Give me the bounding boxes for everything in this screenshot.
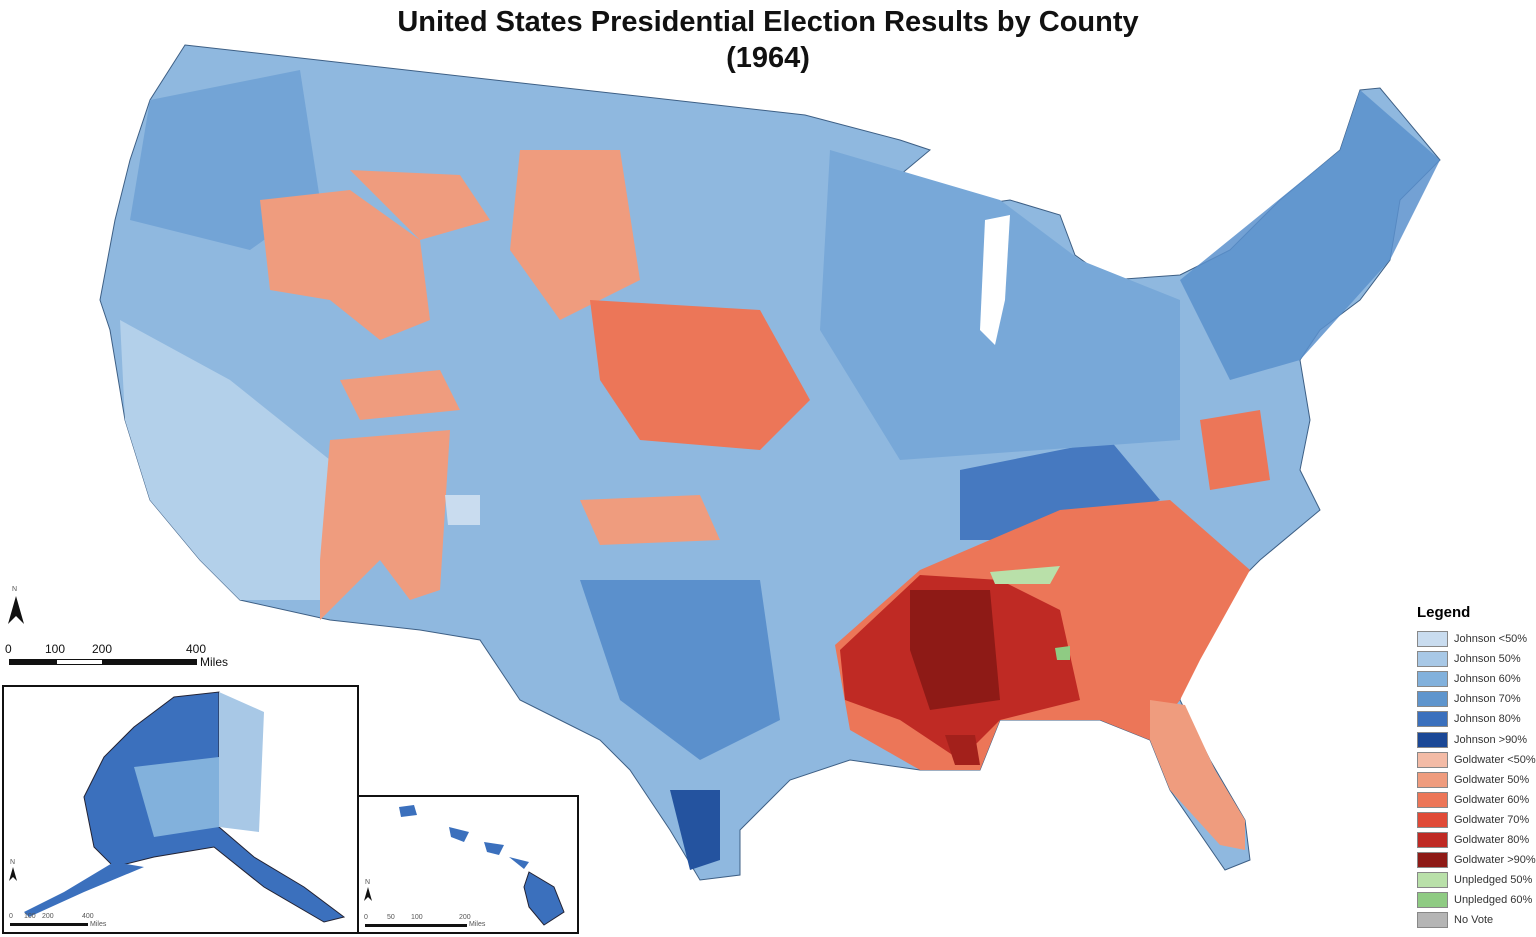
goldwater-region-arizona — [320, 430, 450, 620]
legend-item: Johnson 60% — [1412, 669, 1536, 689]
johnson-70-region-texas — [580, 580, 780, 760]
legend-label: Unpledged 50% — [1454, 874, 1533, 887]
alaska-map — [24, 691, 346, 923]
legend-item: Unpledged 60% — [1412, 890, 1536, 910]
legend: Legend Johnson <50% Johnson 50% Johnson 60… — [1412, 604, 1536, 930]
north-arrow-icon — [8, 596, 24, 624]
legend-label: Goldwater 70% — [1454, 813, 1530, 826]
legend-swatch — [1417, 691, 1448, 708]
johnson-50-region-colorado-county — [445, 495, 480, 525]
goldwater-90-region-mississippi — [910, 590, 1000, 710]
legend-item: Johnson 80% — [1412, 709, 1536, 729]
goldwater-region-montana — [350, 170, 490, 240]
scale-tick-200: 200 — [92, 642, 113, 656]
alaska-inset: N 0 100 200 400 Miles — [2, 685, 359, 934]
goldwater-region-florida — [1150, 700, 1245, 850]
legend-swatch — [1417, 671, 1448, 688]
alaska-north-label: N — [10, 859, 16, 866]
legend-item: Goldwater 60% — [1412, 790, 1536, 810]
legend-item: Johnson 50% — [1412, 649, 1536, 669]
legend-label: Goldwater 80% — [1454, 833, 1530, 846]
johnson-50-region-west — [120, 320, 330, 600]
legend-label: Unpledged 60% — [1454, 894, 1533, 907]
hawaii-scale-100: 100 — [411, 914, 423, 921]
goldwater-region-oklahoma — [580, 495, 720, 545]
hawaii-inset: N 0 50 100 200 Miles — [357, 795, 579, 934]
legend-title: Legend — [1417, 604, 1471, 621]
legend-swatch — [1417, 651, 1448, 668]
legend-item: Unpledged 50% — [1412, 870, 1536, 890]
legend-label: Johnson <50% — [1454, 633, 1528, 646]
legend-label: Johnson 50% — [1454, 653, 1521, 666]
alaska-scale-400: 400 — [82, 913, 94, 920]
johnson-70-region-northeast — [1180, 90, 1440, 380]
johnson-90-region-south-texas — [670, 790, 720, 870]
hawaii-scale-50: 50 — [387, 914, 395, 921]
scale-tick-400: 400 — [186, 642, 207, 656]
legend-swatch — [1417, 791, 1448, 808]
legend-swatch — [1417, 912, 1448, 929]
legend-swatch — [1417, 831, 1448, 848]
hawaii-north-arrow-icon — [364, 887, 372, 901]
scale-tick-0: 0 — [5, 642, 12, 656]
legend-swatch — [1417, 751, 1448, 768]
legend-swatch — [1417, 731, 1448, 748]
legend-item: Goldwater 50% — [1412, 770, 1536, 790]
alaska-scale-bar — [10, 923, 88, 926]
goldwater-region-utah-south — [340, 370, 460, 420]
goldwater-region-idaho-utah — [260, 190, 430, 340]
alaska-scale-200: 200 — [42, 913, 54, 920]
alaska-scale-unit: Miles — [90, 921, 107, 928]
legend-label: Goldwater >90% — [1454, 854, 1536, 867]
legend-swatch — [1417, 852, 1448, 869]
legend-swatch — [1417, 771, 1448, 788]
hawaii-map — [399, 805, 565, 926]
alaska-scale-0: 0 — [9, 913, 13, 920]
hawaii-north-label: N — [365, 879, 371, 886]
alaska-scale-100: 100 — [24, 913, 36, 920]
map-subtitle: (1964) — [726, 42, 810, 74]
legend-swatch — [1417, 631, 1448, 648]
hawaii-scale-unit: Miles — [469, 921, 486, 928]
legend-label: Johnson >90% — [1454, 733, 1528, 746]
legend-swatch — [1417, 811, 1448, 828]
legend-item: Goldwater 80% — [1412, 830, 1536, 850]
hawaii-scale-0: 0 — [364, 914, 368, 921]
goldwater-region-nebraska-kansas — [590, 300, 810, 450]
legend-swatch — [1417, 892, 1448, 909]
legend-item: Goldwater <50% — [1412, 750, 1536, 770]
legend-label: Johnson 80% — [1454, 713, 1521, 726]
legend-label: No Vote — [1454, 914, 1494, 927]
hawaii-scale-200: 200 — [459, 914, 471, 921]
legend-label: Johnson 70% — [1454, 693, 1521, 706]
goldwater-region-virginia — [1200, 410, 1270, 490]
legend-label: Johnson 60% — [1454, 673, 1521, 686]
scale-bar — [9, 659, 197, 665]
unpledged-region-alabama — [990, 566, 1060, 584]
legend-item: Goldwater >90% — [1412, 850, 1536, 870]
scale-tick-100: 100 — [45, 642, 66, 656]
lake-michigan — [980, 215, 1010, 345]
hawaii-scale-bar — [365, 924, 467, 927]
goldwater-region-wyoming-dakotas — [510, 150, 640, 320]
legend-label: Goldwater <50% — [1454, 753, 1536, 766]
legend-swatch — [1417, 872, 1448, 889]
legend-label: Goldwater 60% — [1454, 793, 1530, 806]
legend-label: Goldwater 50% — [1454, 773, 1530, 786]
unpledged-region-georgia — [1055, 646, 1070, 660]
north-label: N — [12, 586, 18, 593]
alaska-north-arrow-icon — [9, 867, 17, 881]
legend-item: Johnson >90% — [1412, 729, 1536, 749]
legend-item: Johnson <50% — [1412, 629, 1536, 649]
legend-item: No Vote — [1412, 910, 1536, 930]
goldwater-90-region-louisiana-delta — [945, 735, 980, 765]
map-title: United States Presidential Election Resu… — [397, 6, 1139, 38]
scale-unit: Miles — [200, 655, 229, 669]
legend-item: Johnson 70% — [1412, 689, 1536, 709]
legend-item: Goldwater 70% — [1412, 810, 1536, 830]
legend-swatch — [1417, 711, 1448, 728]
